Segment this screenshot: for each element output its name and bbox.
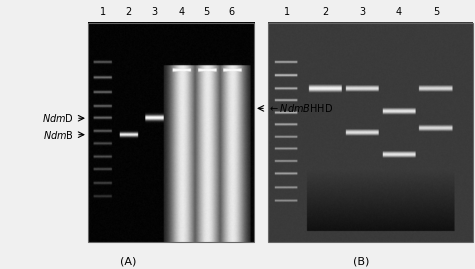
Text: 1: 1 [284,8,290,17]
Text: $\leftarrow$$\it{NdmB}$HHD: $\leftarrow$$\it{NdmB}$HHD [268,102,333,114]
Text: 6: 6 [228,8,235,17]
Text: 1: 1 [100,8,106,17]
Text: 2: 2 [323,8,329,17]
Text: $\it{Ndm}$B: $\it{Ndm}$B [43,129,74,141]
Text: $\it{Ndm}$D: $\it{Ndm}$D [42,112,74,124]
Text: 3: 3 [359,8,365,17]
Text: 5: 5 [433,8,439,17]
Text: 3: 3 [152,8,157,17]
Text: 5: 5 [204,8,210,17]
Bar [88,23,254,242]
Text: (B): (B) [353,256,369,266]
Text: 4: 4 [396,8,402,17]
Text: (A): (A) [120,256,136,266]
Text: 4: 4 [179,8,185,17]
Bar [268,23,473,242]
Text: 2: 2 [125,8,132,17]
